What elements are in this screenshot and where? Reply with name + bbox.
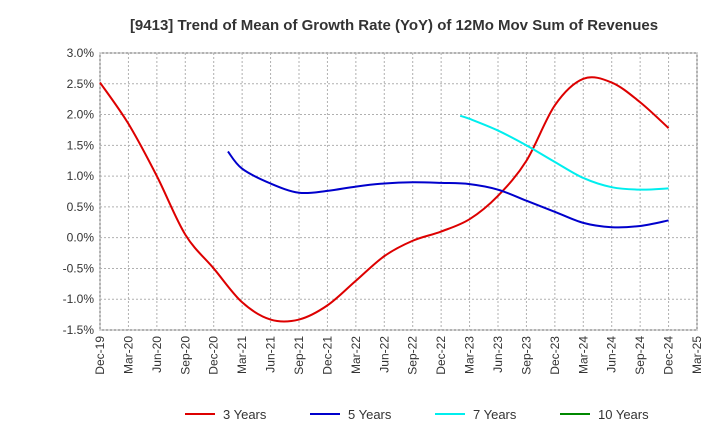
y-tick-label: -1.5% xyxy=(63,323,95,337)
x-tick-label: Sep-22 xyxy=(406,336,420,375)
y-tick-label: 3.0% xyxy=(67,46,95,60)
y-tick-label: 0.0% xyxy=(67,231,95,245)
x-tick-label: Dec-23 xyxy=(548,336,562,375)
chart-title: [9413] Trend of Mean of Growth Rate (YoY… xyxy=(130,17,658,34)
axes: 3.0% 2.5% 2.0% 1.5% 1.0% 0.5% 0.0% -0.5% -1.0% -1… xyxy=(63,46,704,375)
y-tick-label: 2.5% xyxy=(67,77,95,91)
x-tick-label: Jun-22 xyxy=(377,336,391,373)
legend-label-10-years: 10 Years xyxy=(598,407,649,422)
x-tick-label: Jun-23 xyxy=(491,336,505,373)
y-tick-label: 1.5% xyxy=(67,138,95,152)
y-tick-label: -1.0% xyxy=(63,292,95,306)
series-line-7-years xyxy=(459,114,669,191)
x-tick-label: Sep-21 xyxy=(292,336,306,375)
x-tick-label: Dec-19 xyxy=(93,336,107,375)
x-tick-label: Mar-21 xyxy=(235,336,249,374)
x-tick-label: Mar-20 xyxy=(121,336,135,374)
grid xyxy=(99,52,698,331)
plot-area xyxy=(99,52,698,331)
x-tick-label: Sep-20 xyxy=(178,336,192,375)
y-tick-label: 1.0% xyxy=(67,169,95,183)
x-tick-label: Dec-20 xyxy=(207,336,221,375)
x-tick-label: Mar-25 xyxy=(690,336,704,374)
legend-label-5-years: 5 Years xyxy=(348,407,392,422)
legend: 3 Years 5 Years 7 Years 10 Years xyxy=(185,407,649,422)
x-tick-label: Dec-22 xyxy=(434,336,448,375)
x-tick-label: Dec-21 xyxy=(320,336,334,375)
x-tick-label: Mar-24 xyxy=(576,336,590,374)
legend-label-7-years: 7 Years xyxy=(473,407,517,422)
x-tick-label: Mar-23 xyxy=(463,336,477,374)
x-tick-label: Sep-24 xyxy=(633,336,647,375)
series-line-3-years xyxy=(99,76,670,323)
x-tick-label: Jun-21 xyxy=(264,336,278,373)
series-group xyxy=(99,76,670,323)
series-line-5-years xyxy=(227,150,669,229)
y-tick-label: 2.0% xyxy=(67,108,95,122)
y-tick-label: -0.5% xyxy=(63,261,95,275)
x-tick-label: Dec-24 xyxy=(662,336,676,375)
x-tick-label: Jun-20 xyxy=(150,336,164,373)
x-tick-label: Mar-22 xyxy=(349,336,363,374)
x-tick-label: Jun-24 xyxy=(605,336,619,373)
legend-label-3-years: 3 Years xyxy=(223,407,267,422)
y-tick-label: 0.5% xyxy=(67,200,95,214)
x-tick-label: Sep-23 xyxy=(519,336,533,375)
